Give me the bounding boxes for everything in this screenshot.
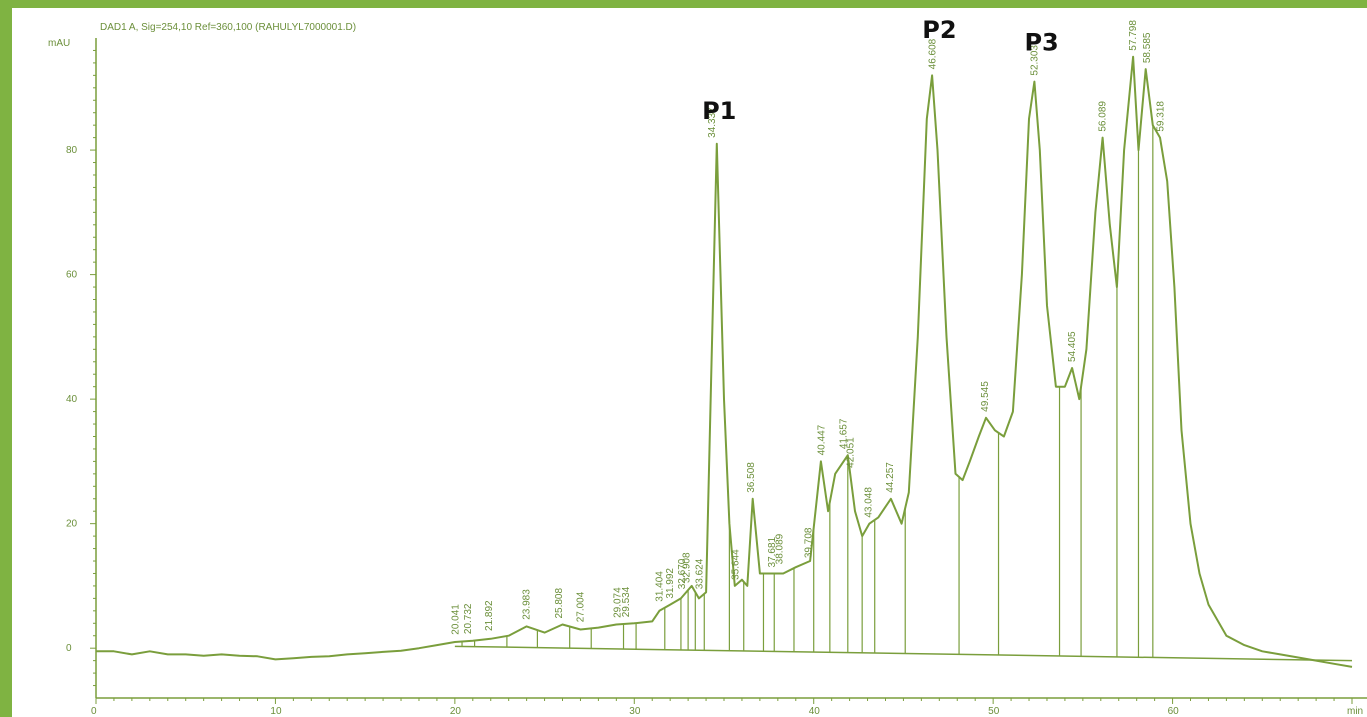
- peak-retention-label: 31.404: [654, 571, 665, 602]
- peak-retention-label: 25.808: [554, 588, 565, 619]
- peak-callout: P3: [1024, 28, 1058, 56]
- chart-title: DAD1 A, Sig=254,10 Ref=360,100 (RAHULYL7…: [100, 22, 356, 33]
- y-tick-label: 80: [66, 145, 78, 156]
- baseline: [454, 645, 1353, 662]
- peak-retention-label: 46.608: [927, 38, 938, 69]
- peak-retention-label: 20.041: [451, 604, 462, 635]
- signal-trace: [96, 55, 1353, 668]
- x-tick-label: 0: [91, 706, 97, 717]
- peak-retention-label: 23.983: [521, 589, 532, 620]
- chromatogram-line: [96, 55, 1353, 668]
- y-tick-label: 40: [66, 394, 78, 405]
- peak-retention-label: 20.732: [463, 603, 474, 634]
- peak-retention-label: 40.447: [817, 424, 828, 455]
- peak-retention-label: 49.545: [980, 381, 991, 412]
- integration-baseline: [454, 645, 1353, 662]
- y-tick-label: 60: [66, 270, 78, 281]
- peak-retention-label: 31.992: [665, 568, 676, 599]
- peak-retention-label: 29.534: [621, 586, 632, 617]
- y-axis-unit-label: mAU: [48, 38, 70, 49]
- peak-retention-label: 39.708: [803, 527, 814, 558]
- peak-retention-label: 33.624: [694, 558, 705, 589]
- peak-retention-label: 29.074: [613, 587, 624, 618]
- peak-retention-label: 42.051: [846, 437, 857, 468]
- peak-drop-lines: [461, 125, 1154, 658]
- peak-retention-label: 36.508: [746, 462, 757, 493]
- peak-retention-label: 58.585: [1142, 32, 1153, 63]
- peak-retention-label: 56.089: [1097, 101, 1108, 132]
- peak-retention-label: 41.657: [838, 418, 849, 449]
- peak-retention-label: 57.798: [1128, 20, 1139, 51]
- peak-retention-label: 52.303: [1029, 45, 1040, 76]
- x-tick-label: 10: [270, 706, 282, 717]
- peak-callouts: P1 P2 P3: [702, 16, 1059, 125]
- peak-retention-label: 35.644: [731, 549, 742, 580]
- peak-callout: P2: [922, 16, 956, 44]
- x-tick-label: 50: [988, 706, 1000, 717]
- axes: 0 20 40 60 80 0 10 20 30 40 50 60 min: [66, 38, 1367, 717]
- peak-retention-label: 43.048: [863, 487, 874, 518]
- x-tick-label: 40: [809, 706, 821, 717]
- peak-retention-label: 32.908: [681, 552, 692, 583]
- peak-retention-label: 44.257: [885, 462, 896, 493]
- peak-retention-label: 32.670: [677, 558, 688, 589]
- peak-retention-label: 59.318: [1155, 101, 1166, 132]
- y-tick-label: 0: [66, 643, 72, 654]
- y-tick-label: 20: [66, 519, 78, 530]
- peak-retention-label: 21.892: [484, 600, 495, 631]
- x-tick-label: 30: [629, 706, 641, 717]
- peak-retention-label: 54.405: [1067, 331, 1078, 362]
- peak-retention-label: 34.337: [707, 107, 718, 138]
- x-tick-label: 60: [1168, 706, 1180, 717]
- peak-retention-label: 37.681: [767, 536, 778, 567]
- x-tick-label: min: [1347, 706, 1363, 717]
- x-tick-label: 20: [450, 706, 462, 717]
- peak-labels: 20.041 20.732 21.892 23.983 25.808 27.004 29.0…: [451, 20, 1167, 635]
- peak-callout: P1: [702, 97, 736, 125]
- peak-retention-label: 38.089: [774, 533, 785, 564]
- peak-retention-label: 27.004: [576, 591, 587, 622]
